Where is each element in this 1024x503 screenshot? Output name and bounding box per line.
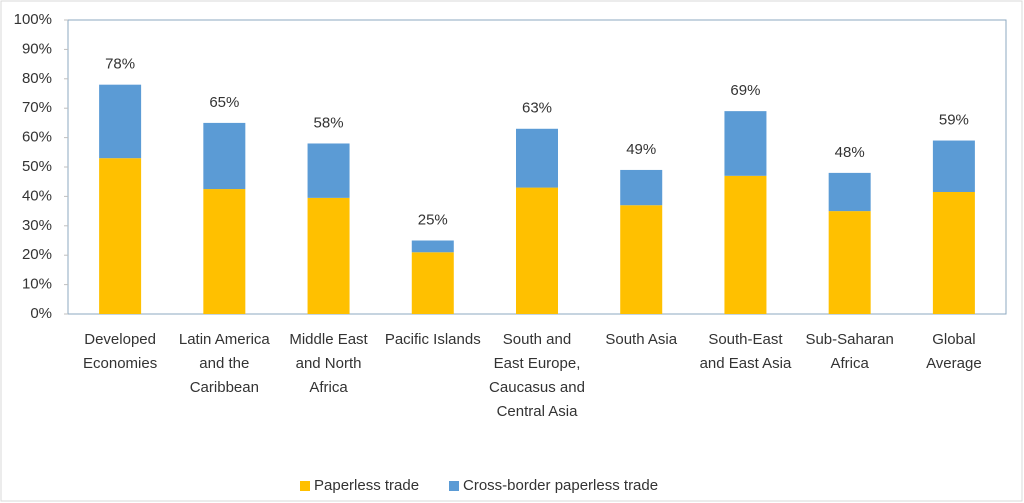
total-label: 25% bbox=[418, 211, 448, 228]
total-label: 63% bbox=[522, 100, 552, 117]
y-tick-label: 30% bbox=[22, 217, 52, 234]
bar-segment bbox=[828, 211, 871, 314]
y-tick-label: 0% bbox=[30, 305, 52, 322]
y-tick-label: 90% bbox=[22, 40, 52, 57]
bar-segment bbox=[307, 143, 350, 198]
bar-segment bbox=[516, 187, 558, 314]
x-tick-label: South Asia bbox=[605, 331, 678, 348]
x-tick-label: South-East and East Asia bbox=[699, 331, 792, 372]
bar-segment bbox=[932, 140, 975, 192]
bar-segment bbox=[620, 205, 663, 314]
y-tick-label: 60% bbox=[22, 129, 52, 146]
bar-segment bbox=[99, 158, 142, 314]
total-label: 78% bbox=[105, 56, 135, 73]
legend-swatch bbox=[300, 481, 310, 491]
x-tick-label: Sub-Saharan Africa bbox=[805, 331, 894, 372]
x-tick-label: Global Average bbox=[926, 331, 982, 372]
legend-label: Paperless trade bbox=[314, 477, 420, 494]
y-tick-label: 20% bbox=[22, 246, 52, 263]
legend-label: Cross-border paperless trade bbox=[463, 477, 659, 494]
total-label: 69% bbox=[730, 82, 760, 99]
bar-segment bbox=[203, 122, 246, 190]
total-label: 58% bbox=[314, 114, 344, 131]
total-label: 48% bbox=[835, 144, 865, 161]
x-tick-label: Middle East and North Africa bbox=[289, 331, 368, 396]
y-tick-label: 10% bbox=[22, 276, 52, 293]
bar-segment bbox=[307, 197, 350, 314]
y-tick-label: 40% bbox=[22, 187, 52, 204]
bar-segment bbox=[99, 84, 142, 159]
x-tick-label: Developed Economies bbox=[83, 331, 158, 372]
y-tick-label: 70% bbox=[22, 99, 52, 116]
y-tick-label: 100% bbox=[14, 11, 52, 28]
y-tick-label: 50% bbox=[22, 158, 52, 175]
legend-swatch bbox=[449, 481, 459, 491]
x-tick-label: South and East Europe, Caucasus and Cent… bbox=[489, 331, 585, 420]
bar-segment bbox=[724, 111, 767, 176]
x-tick-label: Latin America and the Caribbean bbox=[178, 331, 270, 396]
y-tick-label: 80% bbox=[22, 70, 52, 87]
bar-segment bbox=[203, 189, 246, 314]
total-label: 49% bbox=[626, 141, 656, 158]
bar-segment bbox=[411, 252, 454, 314]
x-tick-label: Pacific Islands bbox=[384, 331, 481, 348]
bar-segment bbox=[620, 169, 663, 206]
bar-segment bbox=[411, 240, 454, 253]
bar-segment bbox=[516, 128, 558, 188]
bar-segment bbox=[932, 191, 975, 314]
bar-segment bbox=[828, 172, 871, 212]
total-label: 59% bbox=[939, 112, 969, 129]
total-label: 65% bbox=[209, 94, 239, 111]
bar-segment bbox=[724, 175, 767, 314]
